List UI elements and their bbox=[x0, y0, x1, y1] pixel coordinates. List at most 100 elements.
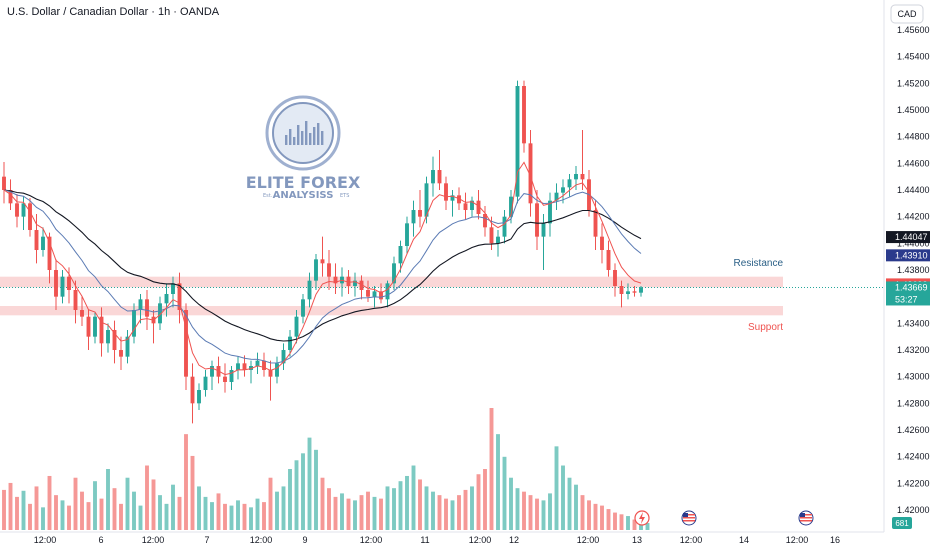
candle-body bbox=[255, 360, 260, 366]
logo-est: Est. bbox=[263, 193, 273, 199]
candle-body bbox=[327, 263, 331, 277]
volume-bar bbox=[249, 507, 253, 530]
candle-body bbox=[626, 291, 630, 294]
candle-body bbox=[203, 376, 208, 390]
candle-body bbox=[398, 246, 403, 264]
volume-bar bbox=[496, 434, 500, 530]
candle-body bbox=[385, 283, 390, 300]
candle-body bbox=[554, 192, 559, 201]
volume-bar bbox=[301, 453, 305, 530]
volume-bar bbox=[333, 496, 338, 530]
support-label: Support bbox=[748, 322, 783, 333]
candle-body bbox=[528, 143, 533, 204]
x-tick-label: 16 bbox=[830, 535, 840, 545]
y-tick-label: 1.42400 bbox=[897, 452, 930, 462]
volume-bar bbox=[613, 512, 617, 530]
candle-body bbox=[320, 259, 325, 264]
volume-bar bbox=[314, 449, 318, 530]
volume-bar bbox=[639, 521, 643, 530]
candle-body bbox=[210, 366, 214, 377]
volume-bar bbox=[34, 486, 39, 530]
candle-body bbox=[171, 283, 175, 294]
candle-body bbox=[2, 176, 6, 190]
candle-body bbox=[15, 203, 19, 217]
candle-body bbox=[47, 236, 52, 270]
candle-body bbox=[392, 263, 396, 284]
candle-body bbox=[99, 316, 104, 344]
volume-bar bbox=[483, 469, 487, 530]
volume-bar bbox=[80, 491, 84, 530]
candle-body bbox=[28, 203, 32, 230]
volume-bar bbox=[307, 437, 312, 530]
candle-body bbox=[112, 330, 117, 350]
candle-body bbox=[346, 276, 351, 286]
x-tick-label: 12:00 bbox=[142, 535, 165, 545]
y-tick-label: 1.42800 bbox=[897, 398, 930, 408]
candle-body bbox=[548, 200, 552, 224]
x-tick-label: 11 bbox=[420, 535, 429, 545]
candle-body bbox=[541, 223, 546, 237]
volume-bar bbox=[177, 496, 182, 530]
volume-bar bbox=[203, 496, 208, 530]
y-tick-label: 1.44200 bbox=[897, 212, 930, 222]
candle-body bbox=[359, 280, 364, 290]
flag-icon-us[interactable] bbox=[798, 510, 814, 526]
volume-bar bbox=[561, 465, 565, 530]
candle-body bbox=[164, 294, 169, 304]
logo-bar bbox=[317, 123, 320, 145]
volume-bar bbox=[8, 482, 13, 530]
volume-bar bbox=[216, 493, 221, 530]
candle-body bbox=[197, 390, 201, 404]
x-tick-label: 12:00 bbox=[250, 535, 273, 545]
volume-bar bbox=[502, 456, 507, 530]
candle-body bbox=[177, 283, 182, 310]
candle-body bbox=[509, 196, 513, 217]
candle-body bbox=[60, 276, 65, 297]
volume-bar bbox=[411, 465, 416, 530]
candle-body bbox=[372, 291, 377, 297]
price-tag bbox=[886, 231, 930, 244]
price-tag bbox=[886, 281, 930, 306]
y-tick-label: 1.45400 bbox=[897, 52, 930, 62]
volume-bar bbox=[288, 469, 292, 530]
volume-bar bbox=[190, 455, 195, 530]
volume-bar bbox=[489, 408, 494, 530]
volume-bar bbox=[255, 498, 260, 530]
volume-bar bbox=[164, 503, 169, 530]
volume-bar bbox=[15, 496, 19, 530]
price-tag-value: 1.44047 bbox=[895, 232, 928, 242]
currency-badge[interactable]: CAD bbox=[890, 4, 924, 24]
volume-bar bbox=[41, 507, 45, 530]
volume-bar bbox=[626, 516, 630, 530]
candle-body bbox=[93, 316, 97, 337]
lightning-icon[interactable] bbox=[634, 510, 650, 526]
price-tag bbox=[886, 249, 930, 262]
resistance-label: Resistance bbox=[734, 258, 784, 269]
candle-body bbox=[522, 86, 526, 144]
candle-body bbox=[106, 330, 110, 344]
candle-body bbox=[294, 316, 299, 337]
volume-bars bbox=[2, 408, 650, 530]
volume-bar bbox=[437, 495, 442, 530]
flag-icon-us[interactable] bbox=[681, 510, 697, 526]
candle-body bbox=[190, 376, 195, 404]
x-tick-label: 12:00 bbox=[360, 535, 383, 545]
resistance-zone bbox=[0, 276, 783, 288]
ma-black-line bbox=[3, 189, 642, 342]
x-tick-label: 12:00 bbox=[34, 535, 57, 545]
candle-body bbox=[8, 190, 13, 204]
volume-bar bbox=[476, 474, 481, 530]
volume-bar bbox=[431, 491, 435, 530]
volume-bar bbox=[645, 523, 650, 530]
elite-forex-logo: ELITE FOREX ANALYSISS Est. ETS bbox=[246, 95, 361, 201]
candle-body bbox=[333, 276, 338, 284]
volume-bar bbox=[405, 475, 409, 530]
volume-bar bbox=[444, 498, 448, 530]
x-tick-label: 12:00 bbox=[680, 535, 703, 545]
y-tick-label: 1.42600 bbox=[897, 425, 930, 435]
y-tick-label: 1.43400 bbox=[897, 318, 930, 328]
volume-bar bbox=[125, 477, 130, 530]
candle-body bbox=[424, 183, 429, 217]
candle-body bbox=[476, 200, 481, 214]
